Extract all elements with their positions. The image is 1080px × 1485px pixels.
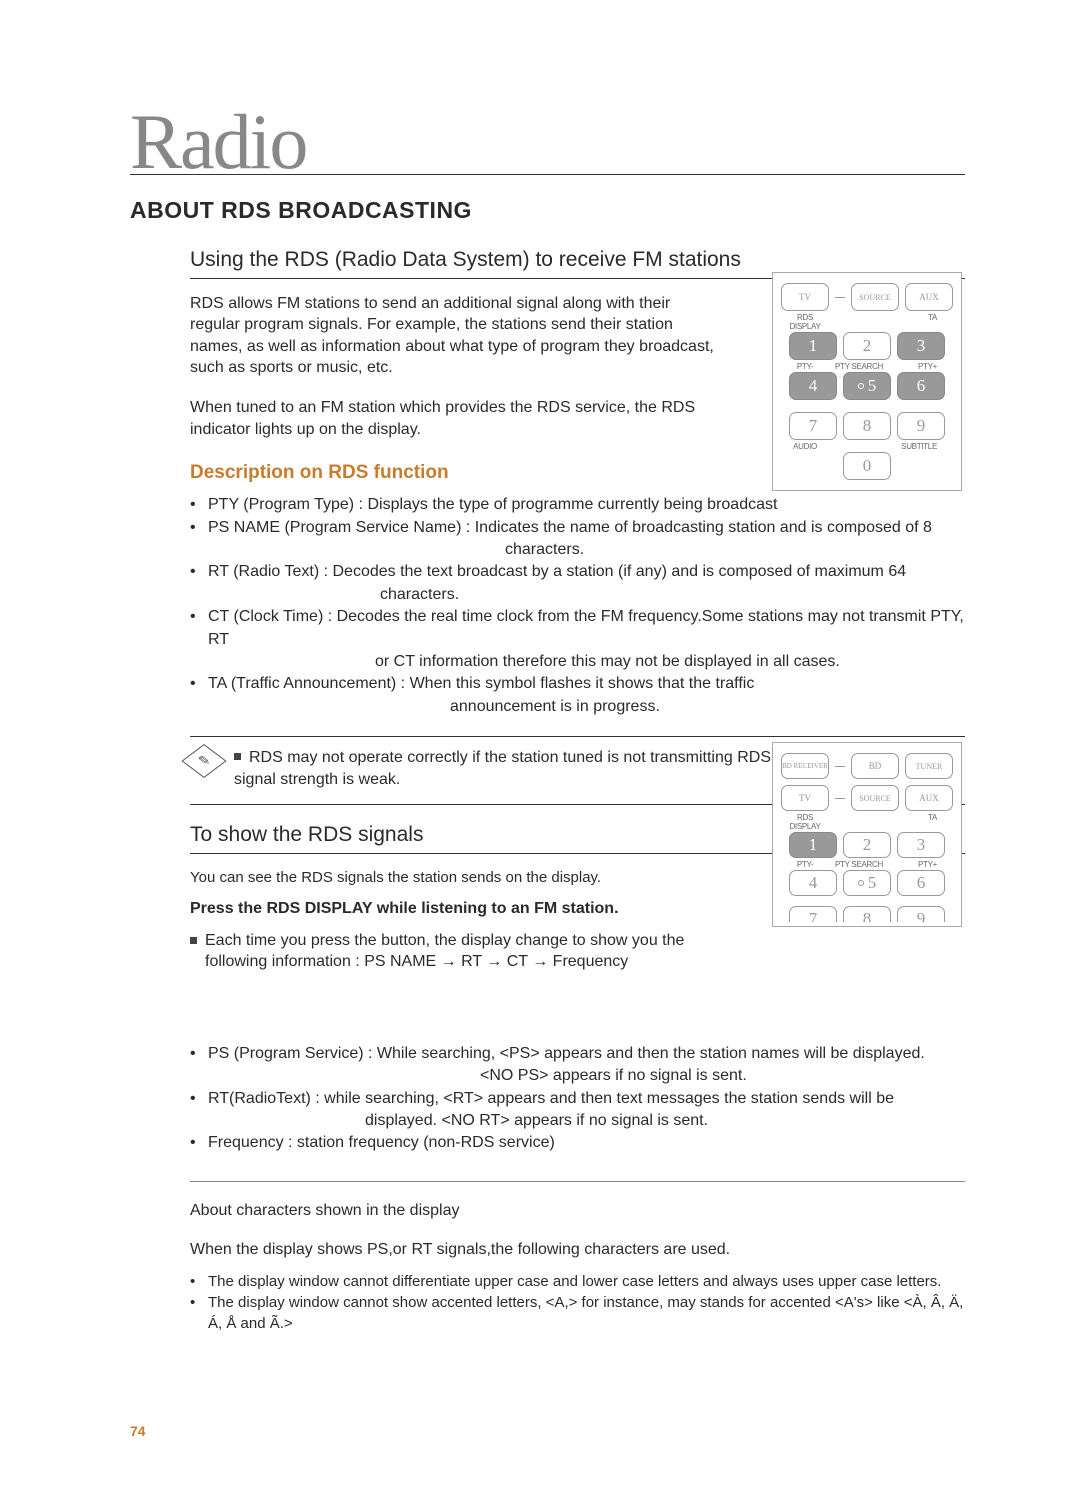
keypad-button: AUX <box>905 283 953 311</box>
list-item: •Frequency : station frequency (non-RDS … <box>190 1132 965 1154</box>
keypad-label: RDS DISPLAY <box>781 313 829 331</box>
result-list: •PS (Program Service) : While searching,… <box>190 1043 965 1155</box>
list-item: •PS (Program Service) : While searching,… <box>190 1043 965 1065</box>
keypad-button: 9 <box>897 906 945 922</box>
intro-paragraph-1: RDS allows FM stations to send an additi… <box>190 293 720 379</box>
keypad-button: 6 <box>897 372 945 400</box>
keypad-button: TUNER <box>905 753 953 779</box>
list-item: •The display window cannot differentiate… <box>190 1271 965 1292</box>
keypad-button: BD <box>851 753 899 779</box>
keypad-button: 3 <box>897 332 945 360</box>
cycle-text: Each time you press the button, the disp… <box>205 930 720 973</box>
characters-intro: When the display shows PS,or RT signals,… <box>190 1239 965 1261</box>
keypad-button: AUX <box>905 785 953 811</box>
keypad-label: RDS DISPLAY <box>781 813 829 831</box>
list-continuation: <NO PS> appears if no signal is sent. <box>250 1065 965 1087</box>
keypad-button: 1 <box>789 332 837 360</box>
list-continuation: announcement is in progress. <box>250 696 965 718</box>
keypad-button: 0 <box>843 452 891 480</box>
keypad-label: PTY+ <box>889 860 937 869</box>
list-item: •RT(RadioText) : while searching, <RT> a… <box>190 1088 965 1110</box>
intro-paragraph-2: When tuned to an FM station which provid… <box>190 397 720 440</box>
rds-description-list: •PTY (Program Type) : Displays the type … <box>190 494 965 718</box>
keypad-label: PTY+ <box>889 362 937 371</box>
keypad-button: 2 <box>843 832 891 858</box>
divider <box>190 1181 965 1182</box>
keypad-button: BD RECEIVER <box>781 753 829 779</box>
keypad-button: 3 <box>897 832 945 858</box>
list-continuation: characters. <box>250 539 965 561</box>
bullet-square-icon <box>190 937 197 944</box>
keypad-button: 7 <box>789 906 837 922</box>
list-item: •RT (Radio Text) : Decodes the text broa… <box>190 561 965 583</box>
keypad-button: SOURCE <box>851 283 899 311</box>
bullet-square-icon <box>234 753 241 760</box>
list-text: RT (Radio Text) : Decodes the text broad… <box>208 561 965 583</box>
keypad-button: TV <box>781 283 829 311</box>
keypad-button: 6 <box>897 870 945 896</box>
keypad-button: 9 <box>897 412 945 440</box>
list-continuation: or CT information therefore this may not… <box>250 651 965 673</box>
list-text: CT (Clock Time) : Decodes the real time … <box>208 606 965 651</box>
characters-heading: About characters shown in the display <box>190 1200 965 1222</box>
chapter-title: Radio <box>130 115 965 175</box>
list-item: •PS NAME (Program Service Name) : Indica… <box>190 517 965 539</box>
list-text: The display window cannot show accented … <box>208 1292 965 1334</box>
keypad-button: 1 <box>789 832 837 858</box>
note-icon: ✎ <box>181 744 226 778</box>
list-text: Frequency : station frequency (non-RDS s… <box>208 1132 965 1154</box>
keypad-label: PTY- <box>781 860 829 869</box>
keypad-button: 2 <box>843 332 891 360</box>
list-item: •PTY (Program Type) : Displays the type … <box>190 494 965 516</box>
keypad-label: PTY SEARCH <box>835 860 883 869</box>
keypad-button: 5 <box>843 372 891 400</box>
keypad-button: SOURCE <box>851 785 899 811</box>
list-text: PS NAME (Program Service Name) : Indicat… <box>208 517 965 539</box>
list-continuation: characters. <box>250 584 965 606</box>
keypad-label: TA <box>889 313 937 331</box>
section-heading: ABOUT RDS BROADCASTING <box>130 197 965 224</box>
characters-list: •The display window cannot differentiate… <box>190 1271 965 1334</box>
press-instruction: Press the RDS DISPLAY while listening to… <box>190 898 720 920</box>
keypad-button: 5 <box>843 870 891 896</box>
keypad-button: TV <box>781 785 829 811</box>
keypad-label: PTY SEARCH <box>835 362 883 371</box>
keypad-button: 8 <box>843 412 891 440</box>
keypad-label: TA <box>889 813 937 831</box>
list-item: •The display window cannot show accented… <box>190 1292 965 1334</box>
keypad-button: 7 <box>789 412 837 440</box>
list-item: •CT (Clock Time) : Decodes the real time… <box>190 606 965 651</box>
keypad-button: 4 <box>789 372 837 400</box>
list-text: PS (Program Service) : While searching, … <box>208 1043 965 1065</box>
keypad-button: 8 <box>843 906 891 922</box>
cycle-bullet: Each time you press the button, the disp… <box>190 930 720 973</box>
list-text: The display window cannot differentiate … <box>208 1271 965 1292</box>
remote-keypad-figure-2: BD RECEIVER BD TUNER TV SOURCE AUX RDS D… <box>772 742 962 927</box>
list-item: •TA (Traffic Announcement) : When this s… <box>190 673 965 695</box>
keypad-label: SUBTITLE <box>889 442 937 451</box>
page-number: 74 <box>130 1423 146 1439</box>
remote-keypad-figure-1: TV SOURCE AUX RDS DISPLAY TA 1 2 3 PTY- PT… <box>772 272 962 491</box>
keypad-label: AUDIO <box>781 442 829 451</box>
manual-page: Radio ABOUT RDS BROADCASTING Using the R… <box>0 0 1080 1334</box>
keypad-button: 4 <box>789 870 837 896</box>
list-text: PTY (Program Type) : Displays the type o… <box>208 494 965 516</box>
keypad-label: PTY- <box>781 362 829 371</box>
list-text: TA (Traffic Announcement) : When this sy… <box>208 673 965 695</box>
list-text: RT(RadioText) : while searching, <RT> ap… <box>208 1088 965 1110</box>
list-continuation: displayed. <NO RT> appears if no signal … <box>250 1110 965 1132</box>
